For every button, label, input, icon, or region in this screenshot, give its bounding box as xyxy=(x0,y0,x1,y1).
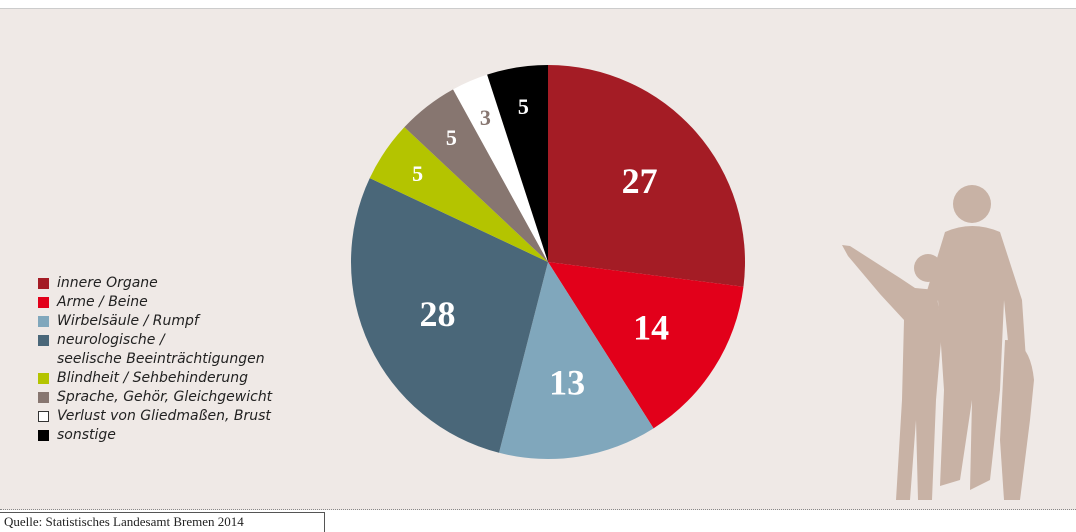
legend-swatch xyxy=(38,335,49,346)
legend-item: neurologische / seelische Beeinträchtigu… xyxy=(38,331,272,369)
source: Quelle: Statistisches Landesamt Bremen 2… xyxy=(0,512,325,532)
legend-swatch xyxy=(38,411,49,422)
legend-item: sonstige xyxy=(38,426,272,445)
legend-item: Verlust von Gliedmaßen, Brust xyxy=(38,407,272,426)
legend-item: innere Organe xyxy=(38,274,272,293)
legend-label: sonstige xyxy=(57,426,116,445)
data-label: 3 xyxy=(480,105,491,130)
legend-swatch xyxy=(38,297,49,308)
data-label: 5 xyxy=(518,94,529,119)
data-label: 5 xyxy=(412,161,423,186)
legend-item: Arme / Beine xyxy=(38,293,272,312)
legend-label: Sprache, Gehör, Gleichgewicht xyxy=(57,388,272,407)
page: 271413285535 innere OrganeArme / BeineWi… xyxy=(0,0,1076,532)
data-label: 28 xyxy=(419,294,455,334)
legend-label: Arme / Beine xyxy=(57,293,148,312)
silhouette xyxy=(842,185,1034,500)
data-label: 5 xyxy=(446,125,457,150)
legend-label: Blindheit / Sehbehinderung xyxy=(57,369,248,388)
legend-item: Wirbelsäule / Rumpf xyxy=(38,312,272,331)
data-label: 13 xyxy=(549,363,585,403)
chart: 271413285535 xyxy=(0,0,1076,532)
legend-item: Sprache, Gehör, Gleichgewicht xyxy=(38,388,272,407)
legend-label: Verlust von Gliedmaßen, Brust xyxy=(57,407,271,426)
legend-swatch xyxy=(38,278,49,289)
data-label: 14 xyxy=(633,307,669,347)
legend-item: Blindheit / Sehbehinderung xyxy=(38,369,272,388)
legend-swatch xyxy=(38,392,49,403)
legend-swatch xyxy=(38,430,49,441)
legend-label: neurologische / seelische Beeinträchtigu… xyxy=(57,331,265,369)
legend-label: innere Organe xyxy=(57,274,158,293)
legend-swatch xyxy=(38,316,49,327)
data-label: 27 xyxy=(622,161,658,201)
legend-swatch xyxy=(38,373,49,384)
legend-label: Wirbelsäule / Rumpf xyxy=(57,312,199,331)
